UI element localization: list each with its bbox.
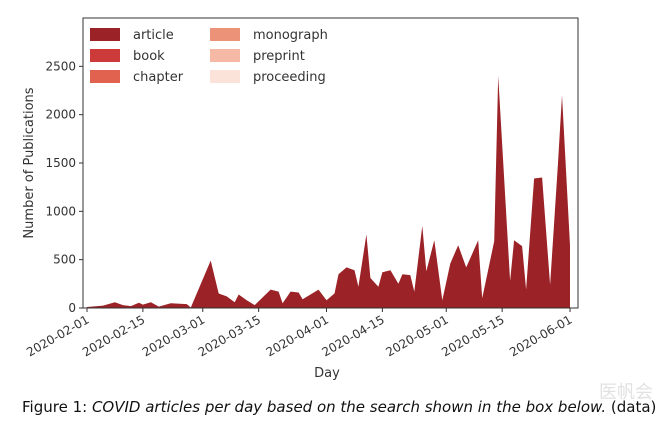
y-tick-label: 2500 [45,59,76,73]
publications-area-chart: 0 500 1000 1500 2000 2500 2020-02-012020-02-1… [22,17,579,381]
y-axis-label: Number of Publications [22,87,37,238]
x-tick-label: 2020-04-15 [319,312,386,359]
x-axis-label: Day [314,366,340,381]
x-tick-label: 2020-06-01 [507,312,574,359]
caption-label: Figure 1: [22,398,88,416]
legend-label-book: book [133,49,165,64]
y-tick-label: 1000 [45,204,76,218]
y-tick-label: 1500 [45,156,76,170]
legend-swatch-book [90,49,120,62]
y-tick-label: 2000 [45,108,76,122]
y-tick-label: 500 [53,253,76,267]
legend-swatch-monograph [210,28,240,41]
y-axis: 0 500 1000 1500 2000 2500 [45,59,83,315]
x-tick-label: 2020-05-01 [383,312,450,359]
caption-text: COVID articles per day based on the sear… [91,398,607,416]
x-tick-label: 2020-03-15 [196,312,263,359]
caption-data-link[interactable]: (data) [610,398,657,416]
x-tick-label: 2020-05-15 [439,312,506,359]
legend-swatch-chapter [90,70,120,83]
legend-label-article: article [133,28,174,43]
legend-label-preprint: preprint [253,49,305,64]
legend-swatch-article [90,28,120,41]
legend-label-monograph: monograph [253,28,328,43]
legend-label-chapter: chapter [133,70,184,85]
x-tick-label: 2020-04-01 [264,312,331,359]
area-article [87,76,570,308]
legend-label-proceeding: proceeding [253,70,326,85]
watermark-logo: 医帆会 [599,382,653,403]
legend-swatch-preprint [210,49,240,62]
legend: article book chapter monograph preprint proce… [90,28,328,85]
x-tick-label: 2020-03-01 [140,312,207,359]
x-tick-label: 2020-02-01 [24,312,91,359]
figure-caption: Figure 1: COVID articles per day based o… [22,398,656,416]
legend-swatch-proceeding [210,70,240,83]
y-tick-label: 0 [68,301,76,315]
x-axis: 2020-02-012020-02-152020-03-012020-03-15… [24,308,575,359]
x-tick-label: 2020-02-15 [80,312,147,359]
plot-area [87,76,570,308]
